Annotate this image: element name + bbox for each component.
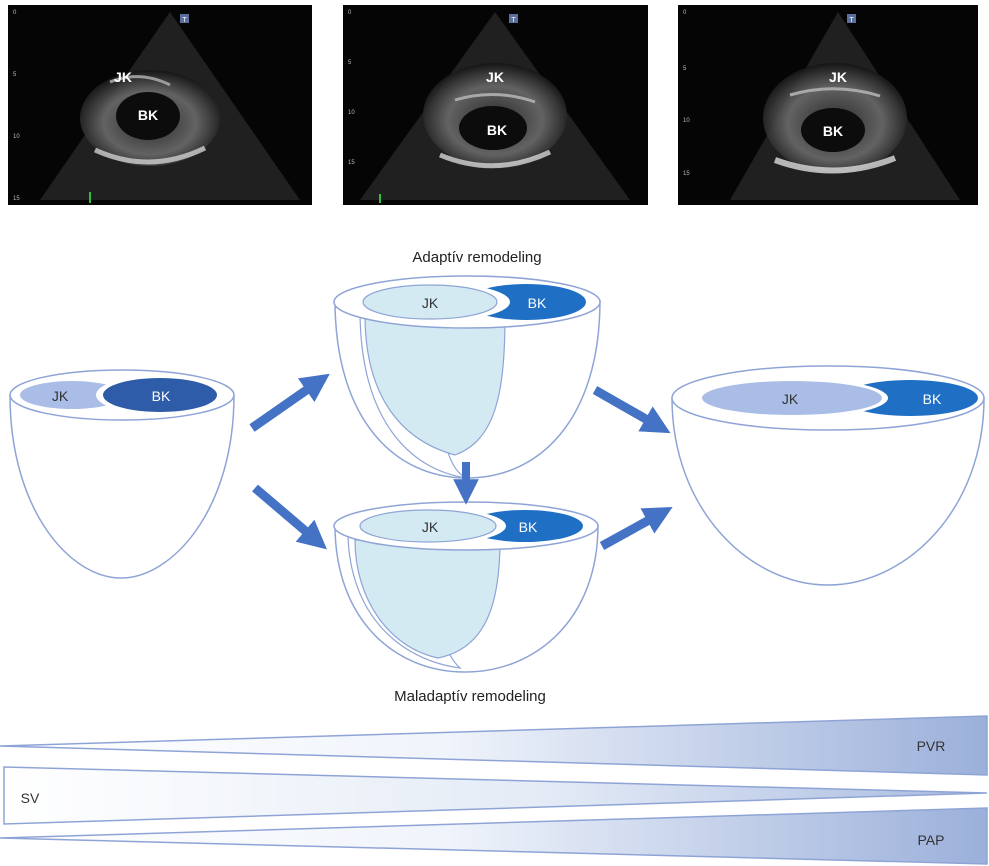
arrows: [249, 373, 673, 550]
heart-normal-lv-label: BK: [152, 388, 171, 404]
echo-3-scale-10: 10: [683, 118, 690, 124]
pap-label: PAP: [918, 832, 945, 848]
arrow-adaptive-to-end-stage: [592, 386, 671, 434]
heart-maladaptive-lv-label: BK: [519, 519, 538, 535]
echo-2-scale-5: 5: [348, 60, 352, 66]
adaptive-remodeling-title: Adaptív remodeling: [412, 249, 541, 266]
pap-wedge: PAP: [0, 807, 988, 865]
echo-1-rv-label: JK: [114, 69, 132, 85]
heart-normal: JK BK: [9, 369, 235, 579]
echo-2-scale-0: 0: [348, 10, 352, 16]
echo-image-2: JK BK T 0 5 10 15: [343, 5, 648, 205]
echo-2-marker: T: [511, 17, 516, 24]
heart-end-stage-lv-label: BK: [923, 391, 942, 407]
echo-1-scale-15: 15: [13, 196, 20, 202]
arrow-normal-to-maladaptive: [252, 484, 327, 550]
arrow-normal-to-adaptive: [249, 373, 330, 432]
echo-3-rv-label: JK: [829, 69, 847, 85]
heart-end-stage-rv-label: JK: [782, 391, 799, 407]
heart-adaptive-rv-label: JK: [422, 295, 439, 311]
echo-3-scale-0: 0: [683, 10, 687, 16]
heart-maladaptive: JK BK: [333, 501, 599, 673]
maladaptive-remodeling-title: Maladaptív remodeling: [394, 688, 546, 705]
echo-image-1: JK BK T 0 5 10 15: [8, 5, 312, 205]
sv-label: SV: [21, 790, 40, 806]
echo-1-lv-label: BK: [138, 107, 158, 123]
pvr-wedge: PVR: [0, 715, 988, 776]
echo-3-scale-5: 5: [683, 66, 687, 72]
echo-3-lv-label: BK: [823, 123, 843, 139]
echo-image-3: JK BK T 0 5 10 15: [678, 5, 978, 205]
arrow-maladaptive-to-end-stage: [599, 507, 673, 550]
heart-adaptive: JK BK: [333, 275, 601, 479]
echo-2-lv-label: BK: [487, 122, 507, 138]
echo-2-scale-10: 10: [348, 110, 355, 116]
echo-1-scale-0: 0: [13, 10, 17, 16]
echo-3-marker: T: [849, 17, 854, 24]
echo-1-marker: T: [182, 17, 187, 24]
heart-end-stage: JK BK: [671, 365, 985, 586]
heart-adaptive-lv-label: BK: [528, 295, 547, 311]
echo-1-scale-5: 5: [13, 72, 17, 78]
echo-1-scale-10: 10: [13, 134, 20, 140]
heart-maladaptive-rv-label: JK: [422, 519, 439, 535]
heart-normal-rv-label: JK: [52, 388, 69, 404]
pvr-label: PVR: [917, 738, 946, 754]
echo-2-rv-label: JK: [486, 69, 504, 85]
sv-wedge: SV: [3, 766, 988, 825]
echo-2-scale-15: 15: [348, 160, 355, 166]
echo-3-scale-15: 15: [683, 171, 690, 177]
